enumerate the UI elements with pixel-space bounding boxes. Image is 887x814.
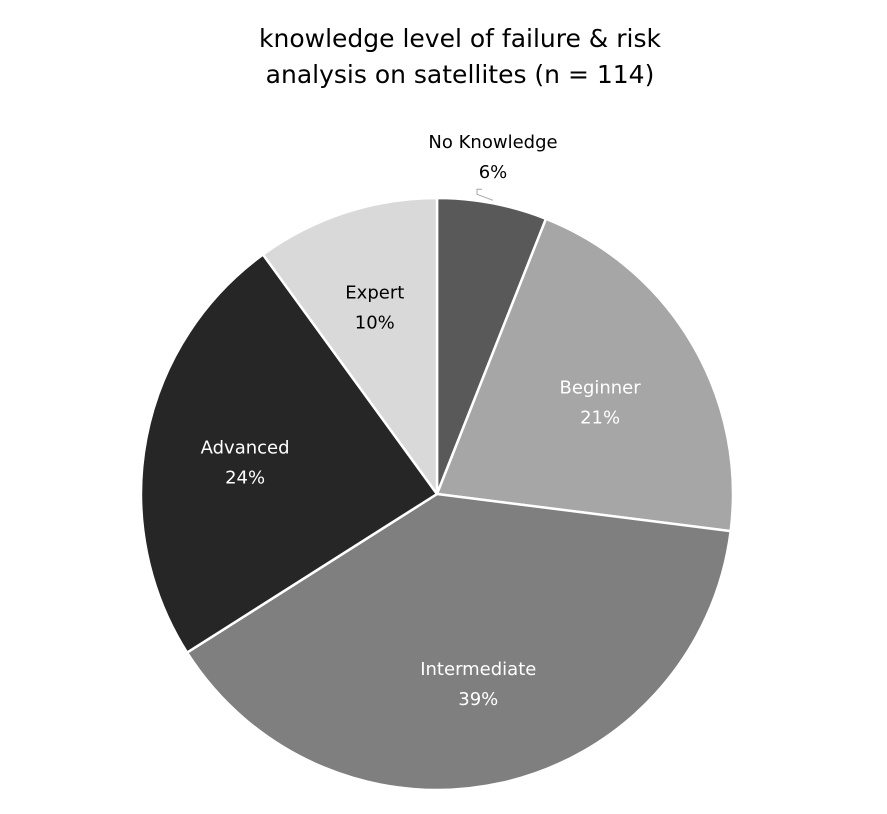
pie-slice-expert — [261, 196, 439, 496]
chart-title-line-2: analysis on satellites (n = 114) — [266, 60, 655, 89]
slice-labels: No Knowledge 6% Beginner 21% Intermediate 39%… — [201, 132, 642, 710]
slice-percent-label: 6% — [479, 162, 508, 183]
slice-category-label: Intermediate — [420, 659, 536, 680]
slice-label-advanced: Advanced 24% — [201, 437, 290, 488]
slice-percent-label: 39% — [458, 689, 498, 710]
slice-category-label: Beginner — [560, 378, 642, 399]
slice-label-expert: Expert 10% — [345, 283, 404, 334]
slice-percent-label: 10% — [355, 313, 395, 334]
leader-lines — [476, 188, 494, 201]
slice-category-label: Advanced — [201, 437, 290, 458]
slice-percent-label: 21% — [580, 408, 620, 429]
slice-category-label: Expert — [345, 283, 404, 304]
pie-slice-beginner — [435, 217, 735, 533]
pie-slice-advanced — [139, 253, 439, 654]
slice-label-intermediate: Intermediate 39% — [420, 659, 536, 710]
leader-line-no-knowledge — [476, 188, 494, 201]
slice-label-beginner: Beginner 21% — [560, 378, 642, 429]
pie-slice-intermediate — [185, 492, 732, 792]
chart-title-line-1: knowledge level of failure & risk — [259, 24, 662, 53]
slice-category-label: No Knowledge — [428, 132, 557, 153]
slice-label-no-knowledge: No Knowledge 6% — [428, 132, 557, 183]
pie-slices — [139, 196, 735, 792]
slice-percent-label: 24% — [225, 467, 265, 488]
